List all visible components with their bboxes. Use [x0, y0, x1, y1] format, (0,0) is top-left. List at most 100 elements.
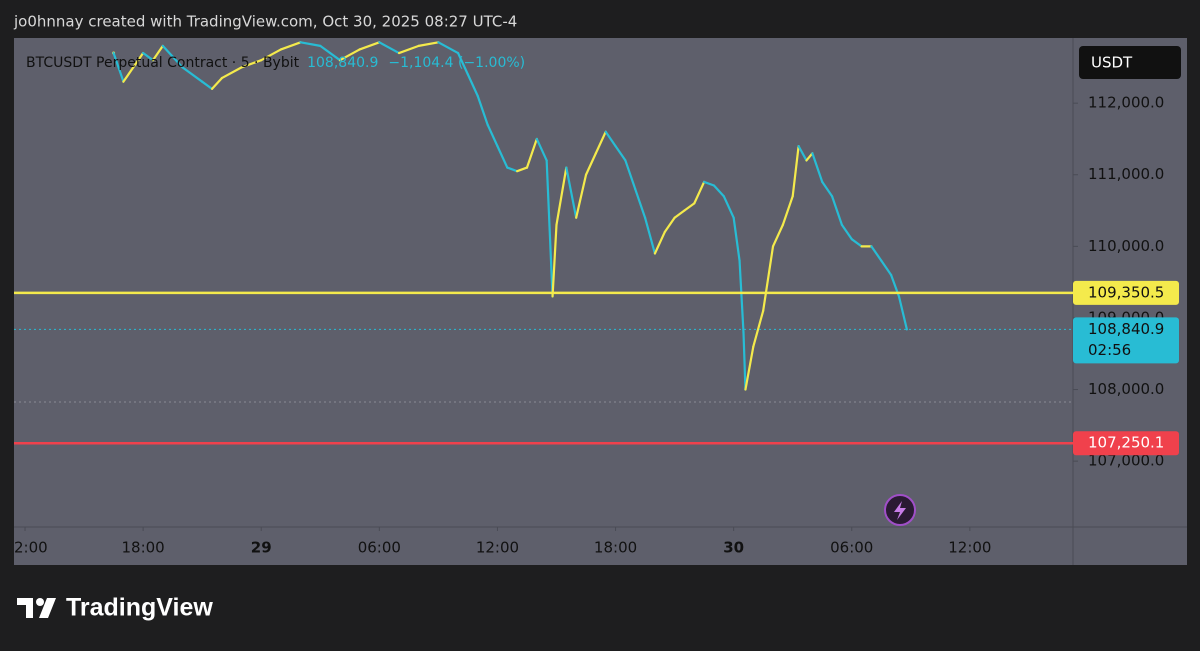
price-segment — [634, 187, 647, 219]
price-segment — [220, 66, 243, 80]
y-tick-label: 107,000.0 — [1088, 452, 1164, 470]
price-segment — [663, 216, 676, 234]
price-segment — [762, 245, 775, 312]
price-segment — [555, 166, 568, 226]
price-segment — [643, 216, 657, 255]
price-segment — [171, 55, 184, 69]
price-segment — [791, 145, 800, 198]
level-label-box — [1073, 280, 1179, 305]
price-segment — [604, 130, 617, 148]
legend-price: 108,840.9 — [307, 55, 378, 71]
price-segment — [584, 152, 597, 176]
price-segment — [880, 259, 893, 277]
currency-button[interactable] — [1079, 46, 1181, 79]
price-segment — [132, 51, 145, 69]
price-segment — [771, 223, 784, 248]
price-segment — [624, 159, 637, 191]
price-segment — [240, 59, 263, 69]
price-segment — [693, 180, 706, 205]
price-segment — [752, 309, 765, 348]
x-tick-label: 12:00 — [948, 539, 991, 557]
price-segment — [358, 41, 381, 51]
x-tick-label: 06:00 — [358, 539, 401, 557]
y-tick-label: 108,000.0 — [1088, 380, 1164, 398]
level-label: 109,350.5 — [1088, 283, 1164, 301]
price-segment — [260, 48, 283, 62]
price-segment — [744, 345, 755, 391]
price-segment — [437, 41, 460, 55]
price-segment — [575, 173, 588, 219]
y-tick-label: 112,000.0 — [1088, 94, 1164, 112]
plot-area — [14, 38, 1073, 527]
alert-bolt — [894, 501, 906, 520]
price-segment — [805, 152, 814, 162]
price-segment — [781, 195, 794, 226]
price-segment — [797, 145, 808, 162]
price-segment — [594, 130, 607, 155]
price-segment — [722, 195, 735, 219]
x-tick-label: 29 — [251, 539, 272, 557]
price-segment — [614, 145, 627, 162]
brand: TradingView — [66, 594, 213, 622]
x-tick-label: 30 — [723, 539, 744, 557]
level-label-box — [1073, 431, 1179, 456]
price-segment — [279, 41, 302, 51]
price-segment — [161, 44, 174, 58]
price-segment — [683, 202, 696, 212]
price-segment — [732, 216, 741, 262]
price-segment — [210, 76, 223, 90]
y-tick-label: 110,000.0 — [1088, 237, 1164, 255]
x-tick-label: 06:00 — [830, 539, 873, 557]
x-tick-label: 12:00 — [476, 539, 519, 557]
countdown: 02:56 — [1088, 341, 1131, 359]
price-segment — [742, 331, 747, 391]
logo-mark — [39, 598, 56, 618]
brand-logo: TradingView — [17, 594, 213, 622]
price-segment — [712, 184, 725, 198]
price-segment — [338, 48, 361, 62]
price-segment — [551, 223, 558, 298]
price-segment — [673, 209, 686, 219]
legend-symbol: BTCUSDT Perpetual Contract · 5 · Bybit — [26, 55, 300, 71]
price-segment — [811, 152, 824, 184]
price-segment — [703, 180, 716, 187]
legend-change: −1,104.4 (−1.00%) — [388, 55, 525, 71]
price-segment — [486, 123, 499, 148]
price-segment — [870, 245, 883, 262]
x-tick-label: 18:00 — [122, 539, 165, 557]
price-segment — [142, 51, 155, 62]
price-segment — [319, 44, 342, 62]
logo-mark — [36, 598, 44, 606]
price-segment — [181, 66, 204, 83]
price-segment — [112, 51, 125, 83]
last-price-label: 108,840.9 — [1088, 320, 1164, 338]
currency-label[interactable]: USDT — [1091, 54, 1133, 72]
price-segment — [476, 94, 489, 126]
price-segment — [850, 238, 863, 248]
plot — [14, 41, 1073, 445]
last-price-box — [1073, 317, 1179, 364]
overlay: 107,000.0108,000.0109,000.0110,000.0111,… — [14, 94, 1179, 557]
header: jo0hnnay created with TradingView.com, O… — [13, 13, 517, 31]
price-segment — [897, 295, 908, 331]
price-segment — [840, 223, 853, 241]
price-segment — [535, 137, 548, 162]
price-segment — [516, 166, 529, 173]
price-segment — [506, 166, 519, 173]
x-tick-label: 2:00 — [14, 539, 48, 557]
time-axis — [14, 527, 1187, 565]
legend: BTCUSDT Perpetual Contract · 5 · Bybit 10… — [26, 55, 525, 71]
price-segment — [496, 145, 509, 169]
price-segment — [545, 159, 554, 298]
x-tick-label: 18:00 — [594, 539, 637, 557]
price-segment — [830, 195, 844, 226]
price-segment — [525, 137, 538, 169]
price-segment — [821, 180, 834, 198]
price-segment — [466, 73, 479, 98]
logo-mark — [17, 598, 33, 618]
level-label: 107,250.1 — [1088, 434, 1164, 452]
price-segment — [122, 66, 135, 83]
price-segment — [456, 51, 470, 76]
